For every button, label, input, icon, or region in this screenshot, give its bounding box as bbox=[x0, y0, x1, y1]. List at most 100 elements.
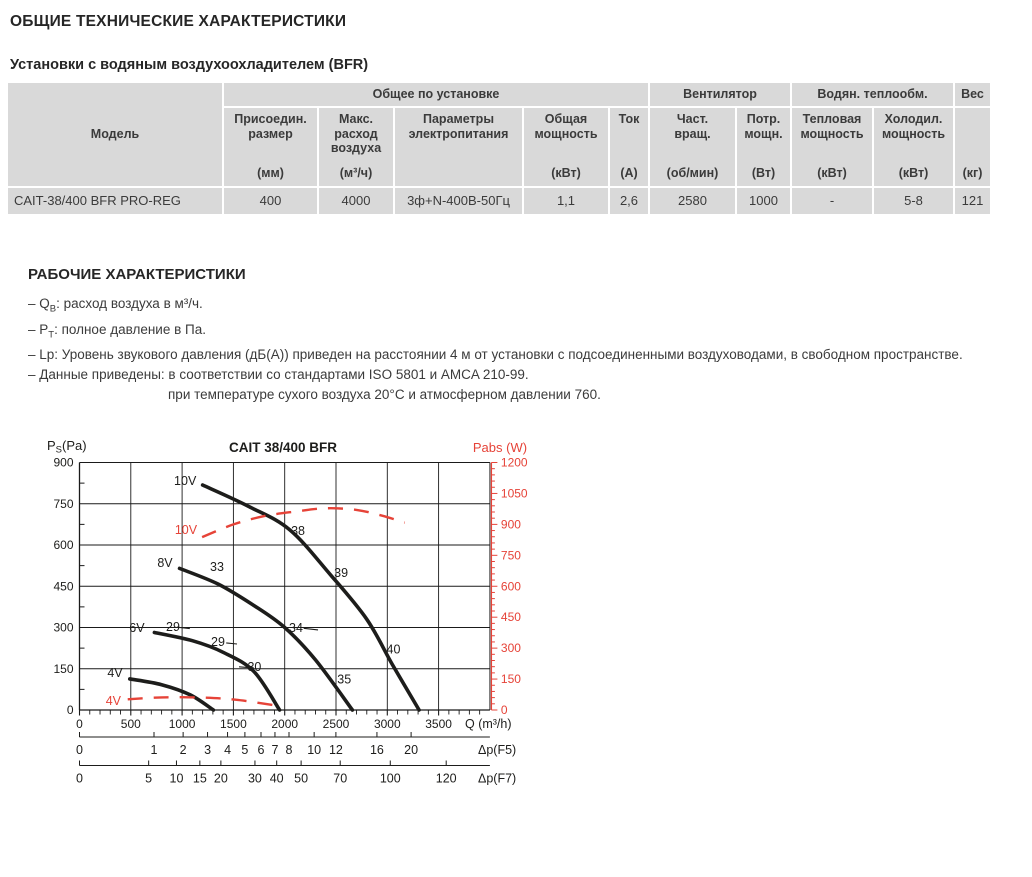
section-subtitle: Установки с водяным воздухоохладителем (… bbox=[10, 57, 369, 73]
right-axis-tick-label: 750 bbox=[501, 548, 521, 562]
performance-chart: 0 150 300 450 600 750 900 0 500 1000 1500 2000 2500 3… bbox=[0, 425, 560, 815]
curve-label-35: 35 bbox=[337, 672, 351, 686]
subscale-tick-label: 0 bbox=[76, 772, 83, 786]
spec-bullet: – PТ: полное давление в Па. bbox=[28, 321, 206, 341]
right-axis-tick-label: 1050 bbox=[501, 486, 528, 500]
subscale-tick-label: 70 bbox=[333, 772, 347, 786]
table-column-header: Параметры электропитания bbox=[395, 108, 522, 186]
right-axis-tick-label: 150 bbox=[501, 672, 521, 686]
table-cell: 121 bbox=[955, 188, 990, 214]
subscale-tick-label: 12 bbox=[329, 743, 343, 757]
y-axis-tick-label: 0 bbox=[67, 703, 74, 717]
pressure-curve-6V bbox=[152, 630, 282, 712]
curve-label-10V: 10V bbox=[175, 523, 198, 537]
subscale-title: Δp(F7) bbox=[478, 772, 516, 786]
x-axis-tick-label: 3000 bbox=[374, 717, 401, 731]
table-column-header: Тепловая мощность (кВт) bbox=[792, 108, 872, 186]
subscale-tick-label: 100 bbox=[380, 772, 401, 786]
page-title: ОБЩИЕ ТЕХНИЧЕСКИЕ ХАРАКТЕРИСТИКИ bbox=[10, 13, 347, 30]
column-title: Присоедин. размер bbox=[234, 112, 307, 141]
y-axis-tick-label: 450 bbox=[53, 579, 73, 593]
table-group-header: Общее по установке bbox=[224, 83, 648, 106]
column-title: Общая мощность bbox=[534, 112, 598, 141]
column-title: Тепловая мощность bbox=[800, 112, 864, 141]
subscale-tick-label: 0 bbox=[76, 743, 83, 757]
label-leader-line bbox=[226, 642, 238, 645]
right-axis-tick-label: 300 bbox=[501, 641, 521, 655]
subscale-tick-label: 30 bbox=[248, 772, 262, 786]
table-column-header: Общая мощность (кВт) bbox=[524, 108, 608, 186]
subscale-tick-label: 3 bbox=[204, 743, 211, 757]
label-leader-line bbox=[239, 666, 250, 669]
column-unit: (м³/ч) bbox=[339, 165, 373, 180]
table-column-header: Ток (А) bbox=[610, 108, 648, 186]
pressure-curve-4V bbox=[127, 677, 216, 712]
subscale-tick-label: 120 bbox=[436, 772, 457, 786]
column-unit: (кг) bbox=[962, 165, 983, 180]
column-unit: (Вт) bbox=[751, 165, 776, 180]
subscale-tick-label: 10 bbox=[307, 743, 321, 757]
y-axis-tick-label: 600 bbox=[53, 538, 73, 552]
pressure-curve-8V bbox=[177, 566, 355, 712]
x-axis-tick-label: 0 bbox=[76, 717, 83, 731]
spec-bullet: – Данные приведены: в соответствии со ст… bbox=[28, 367, 529, 383]
subscale-tick-label: 15 bbox=[193, 772, 207, 786]
table-group-header: Вентилятор bbox=[650, 83, 790, 106]
subscale-tick-label: 1 bbox=[151, 743, 158, 757]
curve-label-29: 29 bbox=[211, 635, 225, 649]
spec-bullets: – QВ: расход воздуха в м³/ч. – PТ: полное… bbox=[28, 294, 1018, 405]
table-group-header: Вес bbox=[955, 83, 990, 106]
column-unit: (мм) bbox=[257, 165, 284, 180]
x-axis-tick-label: 2000 bbox=[271, 717, 298, 731]
curve-label-6V: 6V bbox=[129, 621, 145, 635]
table-header-model: Модель bbox=[8, 83, 222, 186]
left-axis-title: PS(Pa) bbox=[47, 438, 87, 456]
curve-label-29: 29 bbox=[166, 620, 180, 634]
table-cell: 5-8 bbox=[874, 188, 953, 214]
table-cell: 2580 bbox=[650, 188, 735, 214]
column-unit: (А) bbox=[620, 165, 638, 180]
power-curve-10V bbox=[201, 507, 406, 539]
table-cell: - bbox=[792, 188, 872, 214]
curve-label-34: 34 bbox=[289, 621, 303, 635]
right-axis-tick-label: 450 bbox=[501, 610, 521, 624]
table-cell: 3ф+N-400В-50Гц bbox=[395, 188, 522, 214]
table-cell: 2,6 bbox=[610, 188, 648, 214]
column-unit: (об/мин) bbox=[666, 165, 719, 180]
x-axis-tick-label: 2500 bbox=[323, 717, 350, 731]
curve-label-8V: 8V bbox=[157, 556, 173, 570]
y-axis-tick-label: 750 bbox=[53, 497, 73, 511]
x-axis-tick-label: 1000 bbox=[169, 717, 196, 731]
column-unit: (кВт) bbox=[898, 165, 929, 180]
x-axis-tick-label: 1500 bbox=[220, 717, 247, 731]
curve-label-4V: 4V bbox=[106, 694, 122, 708]
subscale-tick-label: 4 bbox=[224, 743, 231, 757]
table-cell: 1000 bbox=[737, 188, 790, 214]
curve-label-4V: 4V bbox=[107, 666, 123, 680]
table-column-header: Холодил. мощность (кВт) bbox=[874, 108, 953, 186]
subscale-tick-label: 5 bbox=[241, 743, 248, 757]
subscale-tick-label: 7 bbox=[271, 743, 278, 757]
column-title: Макс. расход воздуха bbox=[330, 112, 382, 155]
y-axis-tick-label: 900 bbox=[53, 456, 73, 470]
table-cell: 400 bbox=[224, 188, 317, 214]
y-axis-tick-label: 300 bbox=[53, 621, 73, 635]
x-axis-title: Q (m³/h) bbox=[465, 717, 512, 731]
spec-bullet: – Lp: Уровень звукового давления (дБ(А))… bbox=[28, 347, 963, 363]
label-leader-line bbox=[303, 627, 319, 631]
curve-label-10V: 10V bbox=[174, 474, 197, 488]
right-axis-tick-label: 0 bbox=[501, 703, 508, 717]
table-column-header: Присоедин. размер (мм) bbox=[224, 108, 317, 186]
subscale-tick-label: 5 bbox=[145, 772, 152, 786]
spec-table: Модель Общее по установке Вентилятор Водян.… bbox=[8, 83, 990, 214]
column-unit: (кВт) bbox=[817, 165, 847, 180]
table-group-header: Водян. теплообм. bbox=[792, 83, 953, 106]
curve-label-33: 33 bbox=[210, 560, 224, 574]
column-unit: (кВт) bbox=[551, 165, 581, 180]
x-axis-tick-label: 500 bbox=[121, 717, 141, 731]
spec-bullet: – QВ: расход воздуха в м³/ч. bbox=[28, 296, 203, 315]
curve-label-39: 39 bbox=[334, 566, 348, 580]
curve-label-40: 40 bbox=[387, 642, 401, 656]
